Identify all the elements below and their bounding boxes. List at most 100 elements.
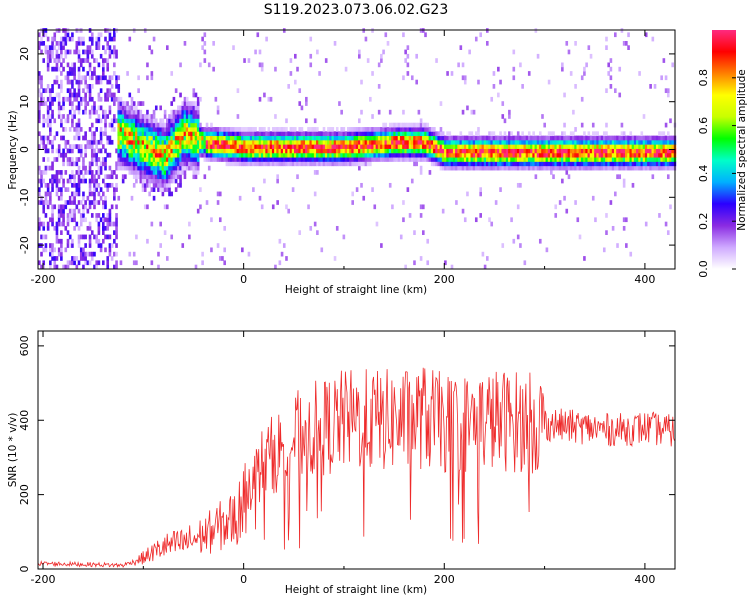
heatmap-cell <box>196 114 200 119</box>
heatmap-cell <box>117 105 121 111</box>
heatmap-cell <box>492 161 496 167</box>
heatmap-cell <box>671 135 674 141</box>
heatmap-cell <box>521 148 524 154</box>
heatmap-cell <box>135 127 138 132</box>
heatmap-cell <box>110 170 114 175</box>
heatmap-cell <box>265 144 268 149</box>
heatmap-cell <box>358 127 361 132</box>
heatmap-cell <box>168 187 171 192</box>
heatmap-cell <box>203 157 207 162</box>
heatmap-cell <box>126 131 129 137</box>
heatmap-cell <box>523 152 527 158</box>
heatmap-cell <box>358 118 361 124</box>
heatmap-cell <box>285 144 288 149</box>
heatmap-cell <box>614 135 617 141</box>
heatmap-cell <box>605 230 608 235</box>
heatmap-cell <box>499 144 502 149</box>
heatmap-cell <box>547 152 551 158</box>
heatmap-cell <box>666 165 670 171</box>
heatmap-cell <box>492 148 496 154</box>
heatmap-cell <box>57 204 61 210</box>
heatmap-cell <box>88 200 92 205</box>
heatmap-cell <box>340 148 343 154</box>
heatmap-cell <box>205 200 209 205</box>
heatmap-cell <box>331 144 335 149</box>
heatmap-cell <box>84 204 87 210</box>
heatmap-cell <box>468 135 471 141</box>
heatmap-cell <box>664 122 668 128</box>
heatmap-cell <box>60 170 63 175</box>
heatmap-cell <box>316 49 319 55</box>
heatmap-cell <box>57 195 61 201</box>
heatmap-cell <box>254 144 257 149</box>
heatmap-cell <box>561 165 564 171</box>
heatmap-cell <box>519 182 522 188</box>
heatmap-cell <box>113 49 116 55</box>
heatmap-cell <box>589 139 593 145</box>
heatmap-cell <box>629 139 633 145</box>
heatmap-cell <box>166 187 169 192</box>
heatmap-cell <box>269 148 273 154</box>
heatmap-cell <box>642 144 646 149</box>
heatmap-cell <box>534 144 538 149</box>
heatmap-cell <box>327 157 330 162</box>
heatmap-cell <box>117 109 121 115</box>
heatmap-cell <box>152 122 156 128</box>
heatmap-cell <box>44 45 48 50</box>
heatmap-cell <box>38 144 41 149</box>
heatmap-cell <box>194 152 198 158</box>
heatmap-cell <box>46 66 50 72</box>
heatmap-cell <box>90 144 94 149</box>
heatmap-cell <box>55 53 59 59</box>
colorbar-gradient <box>712 30 736 269</box>
heatmap-cell <box>313 139 317 145</box>
heatmap-cell <box>377 62 381 68</box>
heatmap-cell <box>483 139 487 145</box>
heatmap-cell <box>143 170 147 175</box>
heatmap-cell <box>172 161 176 167</box>
heatmap-cell <box>177 170 180 175</box>
heatmap-cell <box>660 152 663 158</box>
heatmap-cell <box>214 131 218 137</box>
heatmap-cell <box>399 131 403 137</box>
heatmap-cell <box>196 105 200 111</box>
heatmap-cell <box>77 58 81 63</box>
heatmap-cell <box>172 135 176 141</box>
heatmap-cell <box>66 238 70 244</box>
heatmap-cell <box>410 127 414 132</box>
heatmap-cell <box>223 144 226 149</box>
heatmap-cell <box>342 152 346 158</box>
heatmap-cell <box>307 127 310 132</box>
heatmap-cell <box>437 131 441 137</box>
heatmap-cell <box>174 187 178 192</box>
heatmap-cell <box>662 135 666 141</box>
heatmap-cell <box>177 165 180 171</box>
heatmap-cell <box>245 144 249 149</box>
heatmap-cell <box>161 161 165 167</box>
heatmap-cell <box>402 135 405 141</box>
heatmap-cell <box>565 157 569 162</box>
heatmap-cell <box>587 45 591 50</box>
heatmap-cell <box>510 161 513 167</box>
heatmap-cell <box>108 45 112 50</box>
heatmap-cell <box>49 178 52 184</box>
heatmap-cell <box>102 213 105 218</box>
heatmap-cell <box>93 148 96 154</box>
heatmap-cell <box>119 105 123 111</box>
heatmap-cell <box>68 217 72 223</box>
heatmap-cell <box>42 234 46 240</box>
heatmap-cell <box>666 144 670 149</box>
heatmap-cell <box>192 122 196 128</box>
heatmap-cell <box>638 161 641 167</box>
heatmap-cell <box>587 144 591 149</box>
heatmap-cell <box>534 174 538 180</box>
heatmap-cell <box>188 131 191 137</box>
heatmap-cell <box>53 260 57 266</box>
heatmap-cell <box>426 139 430 145</box>
heatmap-cell <box>607 144 610 149</box>
heatmap-cell <box>371 135 374 141</box>
heatmap-cell <box>82 208 85 214</box>
heatmap-cell <box>391 157 394 162</box>
heatmap-cell <box>79 152 83 158</box>
heatmap-cell <box>289 135 293 141</box>
